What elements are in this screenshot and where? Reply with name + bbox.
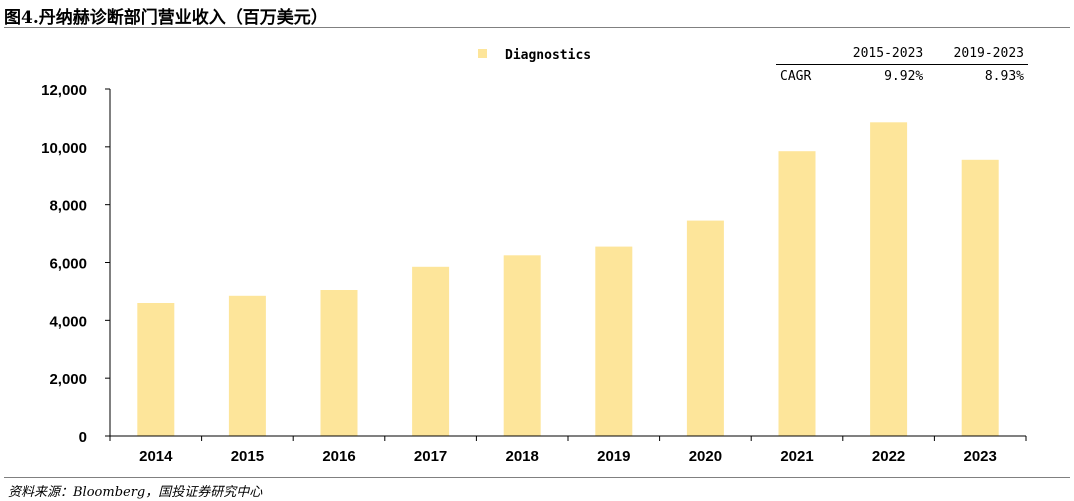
x-tick-label: 2016 [322, 448, 355, 465]
cagr-value-2019-2023: 8.93% [984, 68, 1024, 84]
x-tick-label: 2019 [597, 448, 630, 465]
y-tick-label: 0 [79, 429, 87, 446]
x-tick-label: 2023 [964, 448, 997, 465]
y-tick-label: 6,000 [49, 256, 87, 273]
bar-2020 [686, 220, 724, 436]
x-tick-label: 2015 [231, 448, 264, 465]
bar-2019 [595, 246, 633, 436]
bar-2021 [778, 151, 816, 436]
cagr-table: 2015-2023 2019-2023 CAGR 9.92% 8.93% [776, 42, 1028, 87]
cagr-header-blank [776, 42, 827, 65]
source-rule [4, 477, 1070, 478]
x-tick-label: 2014 [139, 448, 173, 465]
y-axis-ticks: 0 2,000 4,000 6,000 8,000 10,000 12,000 [41, 82, 110, 446]
bar-2023 [961, 159, 999, 437]
legend-swatch [478, 49, 487, 58]
cagr-header-2019-2023: 2019-2023 [927, 42, 1028, 65]
cagr-row-label: CAGR [780, 68, 812, 84]
x-tick-label: 2021 [780, 448, 813, 465]
legend: Diagnostics [478, 48, 591, 63]
figure-title: 图4.丹纳赫诊断部门营业收入（百万美元） [4, 8, 328, 28]
x-tick-label: 2018 [506, 448, 539, 465]
cagr-value-2015-2023: 9.92% [884, 68, 924, 84]
bar-2014 [137, 303, 175, 436]
bars [137, 122, 999, 437]
title-rule [4, 27, 1070, 28]
y-tick-label: 4,000 [49, 313, 87, 330]
bar-2015 [228, 295, 266, 436]
x-axis-ticks: 2014 2015 2016 2017 2018 2019 2020 2021 2022 2023 [109, 436, 1027, 465]
y-tick-label: 10,000 [41, 140, 87, 157]
y-tick-label: 2,000 [49, 371, 87, 388]
x-tick-label: 2020 [689, 448, 722, 465]
x-tick-label: 2017 [414, 448, 447, 465]
y-tick-label: 12,000 [41, 82, 87, 99]
legend-label: Diagnostics [505, 48, 591, 63]
cagr-row: CAGR 9.92% 8.93% [776, 65, 1028, 88]
source-note: 资料来源：Bloomberg，国投证券研究中心 [8, 485, 263, 500]
x-tick-label: 2022 [872, 448, 905, 465]
y-tick-label: 8,000 [49, 198, 87, 215]
bar-2018 [503, 255, 541, 436]
cagr-header-row: 2015-2023 2019-2023 [776, 42, 1028, 65]
bar-2017 [412, 266, 450, 436]
bar-2022 [870, 122, 908, 437]
bar-2016 [320, 290, 358, 436]
cagr-header-2015-2023: 2015-2023 [826, 42, 928, 65]
